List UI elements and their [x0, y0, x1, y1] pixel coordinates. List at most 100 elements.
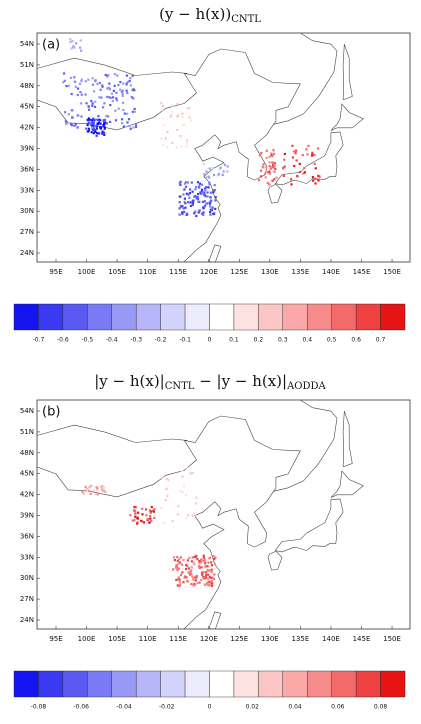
obs-dot: [65, 122, 68, 125]
lat-label: 30N: [20, 574, 34, 582]
obs-dot: [65, 85, 68, 88]
obs-dot: [258, 154, 261, 157]
obs-dot: [166, 520, 169, 523]
obs-dot: [203, 560, 206, 563]
obs-dot: [100, 486, 103, 489]
title-subscript: AODDA: [286, 381, 326, 392]
obs-dot: [194, 188, 197, 191]
obs-dot: [262, 163, 265, 166]
obs-dot: [189, 188, 192, 191]
obs-dot: [259, 175, 263, 178]
colorbar-box: [282, 670, 308, 698]
obs-dot: [176, 513, 179, 516]
obs-dot: [132, 126, 135, 129]
obs-dot: [187, 521, 190, 524]
obs-dot: [273, 165, 276, 168]
obs-dot: [193, 555, 196, 558]
obs-dot: [166, 131, 169, 134]
obs-dot: [178, 561, 182, 564]
obs-dot: [206, 565, 209, 568]
obs-dot: [274, 167, 277, 170]
obs-dot: [186, 580, 190, 583]
obs-dot: [94, 79, 97, 82]
colorbar-box: [160, 670, 186, 698]
obs-dot: [76, 126, 79, 129]
map-content: [37, 33, 364, 262]
lat-label: 51N: [20, 61, 34, 69]
obs-dot: [78, 82, 82, 85]
obs-dot: [204, 565, 207, 568]
obs-dot: [201, 200, 205, 203]
obs-dot: [290, 183, 293, 186]
colorbar-box: [258, 303, 284, 331]
lon-label: 120E: [200, 268, 218, 276]
obs-dot: [209, 202, 212, 205]
colorbar-box: [355, 670, 381, 698]
obs-dot: [184, 202, 187, 205]
obs-dot: [121, 92, 124, 95]
obs-dot: [91, 102, 94, 105]
obs-dot: [96, 488, 99, 491]
obs-dot: [88, 108, 91, 111]
obs-dot: [208, 580, 211, 583]
obs-dot: [209, 211, 212, 214]
obs-dot: [177, 505, 180, 508]
obs-dot: [99, 126, 102, 129]
obs-dot: [191, 575, 194, 578]
obs-dot: [179, 556, 182, 559]
obs-dot: [131, 110, 134, 113]
obs-dot: [176, 584, 179, 587]
obs-dot: [176, 559, 179, 562]
obs-dot: [176, 555, 179, 559]
obs-dot: [120, 118, 124, 121]
obs-dot: [191, 201, 195, 205]
obs-dot: [175, 126, 179, 129]
obs-dot: [187, 113, 190, 116]
obs-dot: [178, 558, 181, 561]
obs-dot: [70, 109, 73, 112]
obs-dot: [183, 200, 186, 203]
obs-dot: [312, 179, 315, 182]
obs-dot: [128, 79, 131, 83]
obs-dot: [102, 489, 105, 492]
obs-dot: [181, 509, 184, 512]
obs-dot: [142, 521, 146, 524]
coastline: [330, 470, 364, 498]
obs-dot: [149, 515, 152, 518]
obs-dot: [101, 84, 104, 87]
obs-dot: [183, 123, 186, 126]
obs-dot: [133, 509, 136, 513]
obs-dot: [191, 472, 194, 475]
obs-dot: [69, 38, 72, 41]
obs-dot: [213, 573, 216, 576]
obs-dot: [314, 182, 317, 185]
obs-dot: [202, 162, 205, 166]
obs-dot: [181, 490, 184, 494]
obs-dot: [181, 475, 184, 478]
obs-dot: [209, 191, 212, 194]
lat-label: 36N: [20, 165, 34, 173]
obs-dot: [195, 196, 198, 199]
obs-dot: [195, 576, 198, 579]
obs-dot: [80, 93, 83, 96]
lat-label: 39N: [20, 512, 34, 520]
obs-dot: [219, 166, 222, 169]
obs-dot: [202, 554, 205, 557]
obs-dot: [296, 175, 299, 178]
obs-dot: [141, 507, 144, 510]
obs-dot: [175, 146, 178, 149]
obs-dot: [106, 95, 109, 98]
obs-dot: [109, 96, 112, 99]
obs-dot: [268, 172, 271, 175]
colorbar-box: [62, 303, 88, 331]
obs-dot: [210, 199, 213, 202]
colorbar-box: [233, 670, 259, 698]
obs-dot: [209, 196, 212, 199]
colorbar-box: [38, 670, 64, 698]
obs-dot: [191, 514, 194, 517]
obs-dot: [121, 94, 124, 97]
obs-dot: [161, 108, 164, 111]
obs-dot: [190, 569, 193, 572]
obs-dot: [202, 213, 205, 216]
panel-title: (y − h(x))CNTL: [159, 5, 261, 25]
